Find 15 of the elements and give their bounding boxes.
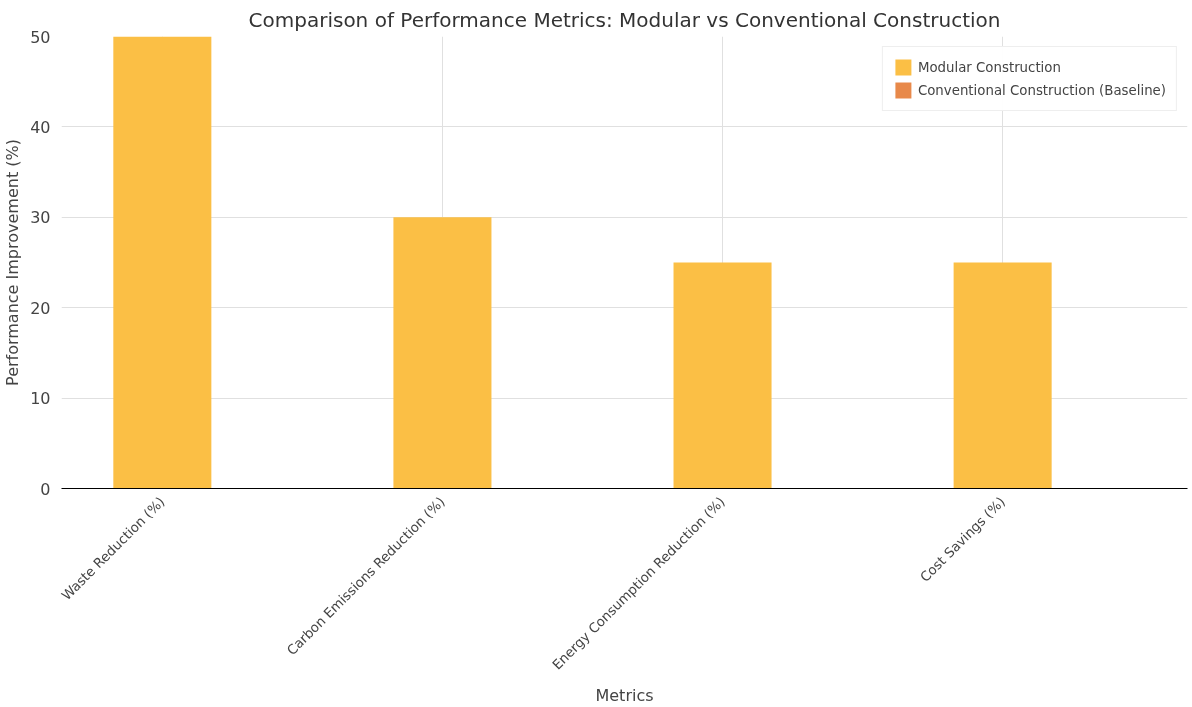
legend-label: Modular Construction [917, 59, 1061, 75]
bar [113, 36, 212, 489]
bar [673, 262, 772, 489]
chart-title: Comparison of Performance Metrics: Modular vs Conventional Construction [248, 7, 1001, 32]
bar [953, 262, 1052, 489]
y-tick-label: 0 [40, 479, 51, 499]
y-tick-label: 20 [30, 298, 51, 318]
y-tick-label: 30 [30, 208, 51, 228]
y-tick-label: 10 [30, 389, 51, 409]
x-axis-title: Metrics [595, 685, 654, 705]
bar [393, 217, 492, 489]
y-tick-label: 40 [30, 117, 51, 137]
legend-label: Conventional Construction (Baseline) [917, 82, 1166, 98]
y-axis-title: Performance Improvement (%) [3, 139, 23, 386]
y-tick-label: 50 [30, 27, 51, 47]
